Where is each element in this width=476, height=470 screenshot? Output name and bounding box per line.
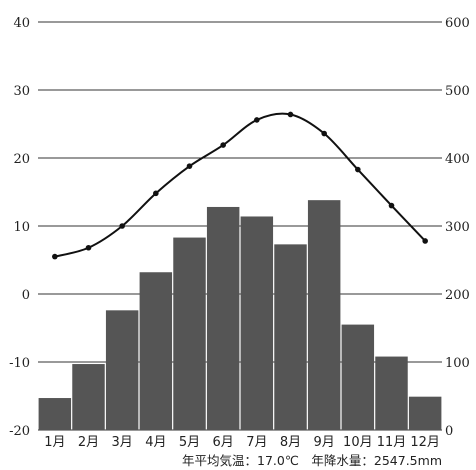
month-label: 3月 [112,435,133,450]
gridlines [38,21,442,431]
month-label: 2月 [78,435,99,450]
left-tick-label: 30 [13,84,30,99]
temperature-point [321,130,327,137]
precipitation-bar [206,206,240,430]
precipitation-bar [105,310,139,430]
month-label: 9月 [314,435,335,450]
precipitation-bar [139,272,173,430]
right-tick-label: 200 [445,288,470,303]
precipitation-bars [38,200,442,430]
precipitation-bar [408,396,442,430]
temperature-point [254,117,260,123]
month-label: 8月 [280,435,301,450]
precipitation-bar [38,398,72,430]
left-tick-label: -20 [9,424,30,439]
left-tick-label: 40 [13,16,30,31]
month-label: 10月 [343,435,373,450]
month-label: 12月 [410,435,440,450]
temperature-point [355,166,361,173]
right-tick-label: 300 [445,220,470,235]
month-label: 4月 [145,435,166,450]
temperature-point [220,142,226,148]
temperature-point [119,223,125,229]
left-tick-label: 20 [13,152,30,167]
precipitation-bar [72,364,105,430]
right-tick-label: 100 [445,356,470,371]
precipitation-bar [173,237,206,430]
temperature-point [85,244,92,251]
right-axis-ticks: 600 500 400 300 200 100 0 [445,16,470,439]
temperature-curve [54,112,426,258]
left-axis-ticks: 40 30 20 10 0 -10 -20 [9,16,30,439]
right-tick-label: 400 [445,152,470,167]
month-label: 1月 [44,435,65,450]
climate-summary: 年平均気温：17.0℃ 年降水量：2547.5mm [182,453,442,468]
month-labels: 1月 2月 3月 4月 5月 6月 7月 8月 9月 10月 11月 12月 [44,435,440,450]
right-tick-label: 0 [445,424,453,439]
month-label: 5月 [179,435,200,450]
month-label: 11月 [377,435,407,450]
month-label: 7月 [246,435,267,450]
left-tick-label: -10 [9,356,30,371]
month-label: 6月 [213,435,234,450]
precipitation-bar [341,324,375,430]
precipitation-bar [375,356,408,430]
temperature-point [287,111,294,118]
left-tick-label: 0 [22,288,30,303]
temperature-point [422,238,428,244]
precipitation-bar [274,244,307,430]
temperature-point [52,253,58,260]
right-tick-label: 500 [445,84,470,99]
right-tick-label: 600 [445,16,470,31]
precipitation-bar [307,200,341,430]
temperature-point [186,163,193,169]
precipitation-bar [240,216,274,430]
temperature-point [153,190,159,197]
temperature-line [52,111,428,260]
temperature-point [388,202,395,209]
left-tick-label: 10 [13,220,30,235]
